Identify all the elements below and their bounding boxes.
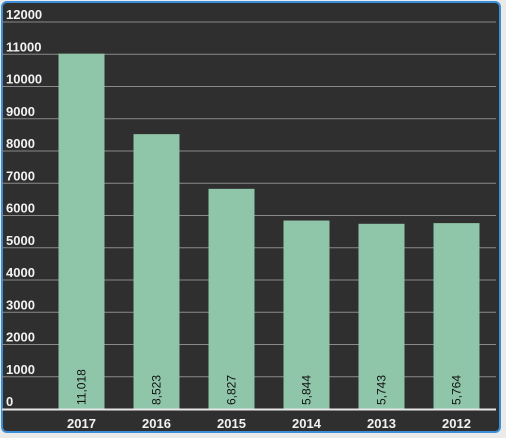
x-tick-label: 2012 [442,416,471,431]
bar-value-label: 6,827 [225,375,239,405]
x-tick-label: 2015 [217,416,246,431]
bar-2017 [58,53,105,410]
y-tick-label: 2000 [6,330,35,345]
x-axis-tick-labels: 2017 2016 2015 2014 2013 2012 [67,416,471,431]
y-tick-label: 3000 [6,297,35,312]
y-tick-label: 0 [6,394,13,409]
y-tick-label: 12000 [6,7,42,22]
x-tick-label: 2013 [367,416,396,431]
bar-value-label: 8,523 [150,375,164,405]
bar-2015 [208,188,255,409]
bar-value-label: 11,018 [75,369,89,405]
y-tick-label: 9000 [6,104,35,119]
bar-2016 [133,134,180,410]
bar-2014 [283,220,330,409]
y-tick-label: 5000 [6,233,35,248]
x-tick-label: 2017 [67,416,96,431]
bar-value-label: 5,764 [450,375,464,405]
y-tick-label: 1000 [6,362,35,377]
y-tick-label: 6000 [6,201,35,216]
y-axis-tick-labels: 0 1000 2000 3000 4000 5000 6000 7000 8000 9000 100… [6,7,42,409]
bars: 11,018 8,523 6,827 5,844 5,743 5,764 [58,53,480,410]
y-tick-label: 10000 [6,72,42,87]
y-tick-label: 4000 [6,265,35,280]
bar-2013 [358,223,405,409]
y-tick-label: 7000 [6,168,35,183]
bar-value-label: 5,743 [375,375,389,405]
x-tick-label: 2016 [142,416,171,431]
y-tick-label: 8000 [6,136,35,151]
y-tick-label: 11000 [6,39,41,54]
x-tick-label: 2014 [292,416,322,431]
bar-value-label: 5,844 [300,375,314,405]
bar-2012 [433,223,480,409]
